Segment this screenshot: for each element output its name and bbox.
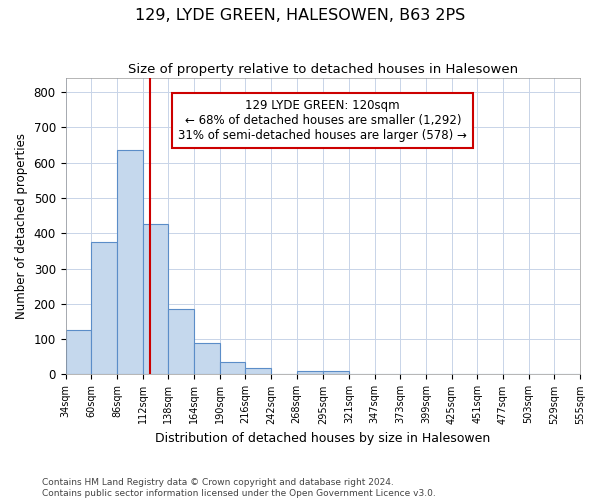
Bar [245, 368, 271, 374]
Text: 129 LYDE GREEN: 120sqm
← 68% of detached houses are smaller (1,292)
31% of semi-: 129 LYDE GREEN: 120sqm ← 68% of detached… [178, 99, 467, 142]
Bar [168, 309, 194, 374]
Bar [117, 150, 143, 374]
Bar [194, 344, 220, 374]
Bar [65, 330, 91, 374]
X-axis label: Distribution of detached houses by size in Halesowen: Distribution of detached houses by size … [155, 432, 490, 445]
Y-axis label: Number of detached properties: Number of detached properties [15, 133, 28, 320]
Text: Contains HM Land Registry data © Crown copyright and database right 2024.
Contai: Contains HM Land Registry data © Crown c… [42, 478, 436, 498]
Title: Size of property relative to detached houses in Halesowen: Size of property relative to detached ho… [128, 62, 518, 76]
Bar [323, 371, 349, 374]
Bar [296, 371, 323, 374]
Bar [143, 224, 168, 374]
Bar [91, 242, 117, 374]
Bar [220, 362, 245, 374]
Text: 129, LYDE GREEN, HALESOWEN, B63 2PS: 129, LYDE GREEN, HALESOWEN, B63 2PS [135, 8, 465, 22]
